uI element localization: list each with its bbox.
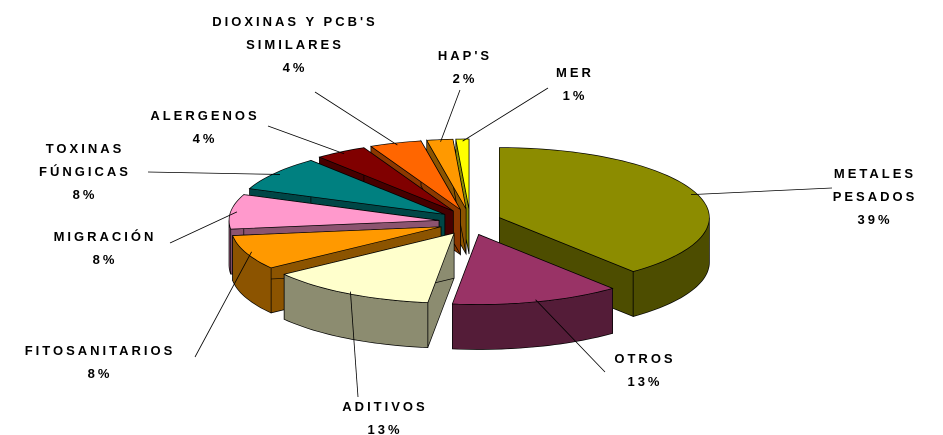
- leader-line: [194, 251, 252, 358]
- slice-top: [232, 226, 442, 269]
- data-label: MIGRACIÓN 8%: [54, 225, 157, 271]
- leader-line: [147, 171, 280, 175]
- category-label: METALES PESADOS: [832, 166, 918, 204]
- leader-line: [267, 125, 345, 155]
- data-label: MER 1%: [556, 61, 594, 107]
- leader-line: [314, 91, 398, 146]
- category-label: TOXINAS FÚNGICAS: [39, 141, 131, 179]
- leader-line: [462, 87, 549, 142]
- value-label: 39%: [857, 212, 893, 227]
- value-label: 4%: [192, 131, 218, 146]
- category-label: FITOSANITARIOS: [24, 343, 176, 358]
- slice-top: [499, 147, 710, 272]
- slice-top: [248, 160, 445, 215]
- value-label: 2%: [452, 71, 478, 86]
- data-label: TOXINAS FÚNGICAS 8%: [28, 137, 143, 206]
- data-label: METALES PESADOS 39%: [825, 162, 925, 231]
- value-label: 8%: [72, 187, 98, 202]
- data-label: HAP'S 2%: [438, 44, 492, 90]
- data-label: DIOXINAS Y PCB'S SIMILARES 4%: [188, 10, 403, 79]
- leader-line: [440, 89, 461, 142]
- data-label: OTROS 13%: [614, 347, 675, 393]
- slice-top: [455, 138, 470, 210]
- category-label: HAP'S: [437, 48, 493, 63]
- slice: [283, 232, 455, 348]
- data-label: ADITIVOS 13%: [342, 395, 427, 435]
- category-label: ADITIVOS: [342, 399, 428, 414]
- leader-line: [535, 299, 606, 373]
- value-label: 13%: [367, 422, 403, 435]
- category-label: OTROS: [614, 351, 676, 366]
- slice-top: [228, 194, 440, 230]
- category-label: ALERGENOS: [150, 108, 260, 123]
- leader-line: [690, 187, 833, 195]
- category-label: MER: [556, 65, 594, 80]
- value-label: 8%: [92, 252, 118, 267]
- data-label: ALERGENOS 4%: [150, 104, 259, 150]
- category-label: MIGRACIÓN: [53, 229, 157, 244]
- value-label: 13%: [627, 374, 663, 389]
- slice-top: [369, 140, 461, 210]
- data-label: FITOSANITARIOS 8%: [25, 339, 176, 385]
- value-label: 8%: [87, 366, 113, 381]
- leader-line: [169, 211, 238, 244]
- slice-top: [426, 138, 467, 210]
- slice-top: [283, 232, 455, 303]
- leader-line: [350, 291, 359, 398]
- value-label: 1%: [562, 88, 588, 103]
- slice-top: [318, 147, 454, 212]
- slice: [451, 233, 614, 350]
- category-label: DIOXINAS Y PCB'S SIMILARES: [212, 14, 378, 52]
- value-label: 4%: [282, 60, 308, 75]
